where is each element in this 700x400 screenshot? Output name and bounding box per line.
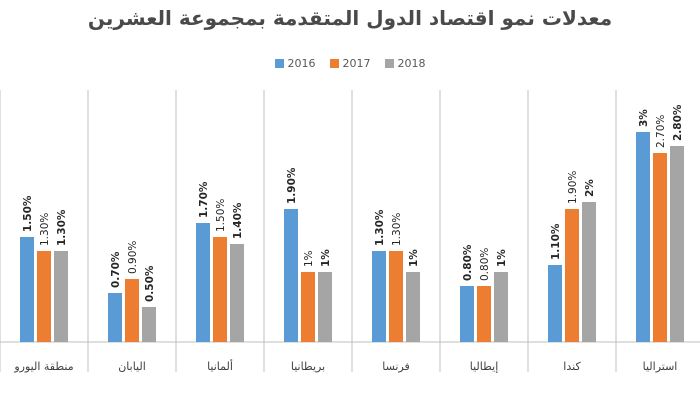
- bar-2016: [108, 293, 122, 342]
- data-label-2018: 1%: [496, 249, 508, 267]
- category-label: ألمانيا: [207, 359, 233, 373]
- bar-2016: [460, 286, 474, 342]
- category-label: منطقة اليورو: [13, 360, 73, 373]
- data-label-2018: 1%: [320, 249, 332, 267]
- data-label-2016: 1.50%: [22, 195, 34, 232]
- category-label: إيطاليا: [470, 360, 499, 373]
- bar-2018: [582, 202, 596, 342]
- bar-2017: [565, 209, 579, 342]
- bar-2017: [477, 286, 491, 342]
- legend-label-2017: 2017: [342, 57, 371, 70]
- data-label-2018: 0.50%: [144, 265, 156, 302]
- legend-label-2018: 2018: [397, 57, 426, 70]
- data-label-2017: 1.30%: [391, 213, 403, 246]
- bar-2016: [372, 251, 386, 342]
- data-label-2017: 1.50%: [215, 199, 227, 232]
- data-label-2016: 1.70%: [198, 181, 210, 218]
- data-label-2016: 1.30%: [374, 209, 386, 246]
- chart-title: معدلات نمو اقتصاد الدول المتقدمة بمجموعة…: [87, 6, 613, 30]
- bar-2018: [318, 272, 332, 342]
- data-label-2017: 2.70%: [655, 115, 667, 148]
- bar-2018: [670, 146, 684, 342]
- bar-2016: [20, 237, 34, 342]
- data-label-2016: 0.80%: [462, 244, 474, 281]
- legend-item-2016: 2016: [274, 57, 316, 70]
- data-label-2017: 1.90%: [567, 171, 579, 204]
- bar-2017: [37, 251, 51, 342]
- category-label: فرنسا: [382, 360, 410, 373]
- data-label-2018: 1%: [408, 249, 420, 267]
- legend-swatch-2018: [384, 59, 394, 68]
- data-label-2017: 1.30%: [39, 213, 51, 246]
- data-label-2018: 1.30%: [56, 209, 68, 246]
- category-label: بريطانيا: [291, 360, 325, 373]
- bar-2017: [653, 153, 667, 342]
- bar-2016: [284, 209, 298, 342]
- bar-2018: [406, 272, 420, 342]
- bar-2016: [636, 132, 650, 342]
- bar-2016: [548, 265, 562, 342]
- legend-swatch-2017: [329, 59, 339, 68]
- data-label-2016: 3%: [638, 109, 650, 127]
- bar-2018: [54, 251, 68, 342]
- category-label: استراليا: [643, 360, 678, 373]
- bar-2017: [301, 272, 315, 342]
- data-label-2017: 1%: [303, 250, 315, 267]
- bar-2017: [389, 251, 403, 342]
- data-label-2017: 0.80%: [479, 248, 491, 281]
- legend-label-2016: 2016: [287, 57, 316, 70]
- legend-item-2018: 2018: [384, 57, 426, 70]
- data-label-2016: 1.90%: [286, 167, 298, 204]
- bar-2017: [125, 279, 139, 342]
- bar-2018: [494, 272, 508, 342]
- category-label: اليابان: [118, 360, 146, 373]
- bar-2018: [142, 307, 156, 342]
- chart-legend: 2016 2017 2018: [0, 57, 700, 70]
- data-label-2018: 1.40%: [232, 202, 244, 239]
- legend-swatch-2016: [274, 59, 284, 68]
- data-label-2018: 2.80%: [672, 104, 684, 141]
- data-label-2016: 1.10%: [550, 223, 562, 260]
- data-label-2017: 0.90%: [127, 241, 139, 274]
- bar-2016: [196, 223, 210, 342]
- legend-item-2017: 2017: [329, 57, 371, 70]
- data-label-2016: 0.70%: [110, 251, 122, 288]
- data-label-2018: 2%: [584, 179, 596, 197]
- category-label: كندا: [563, 360, 581, 373]
- bar-2017: [213, 237, 227, 342]
- bar-2018: [230, 244, 244, 342]
